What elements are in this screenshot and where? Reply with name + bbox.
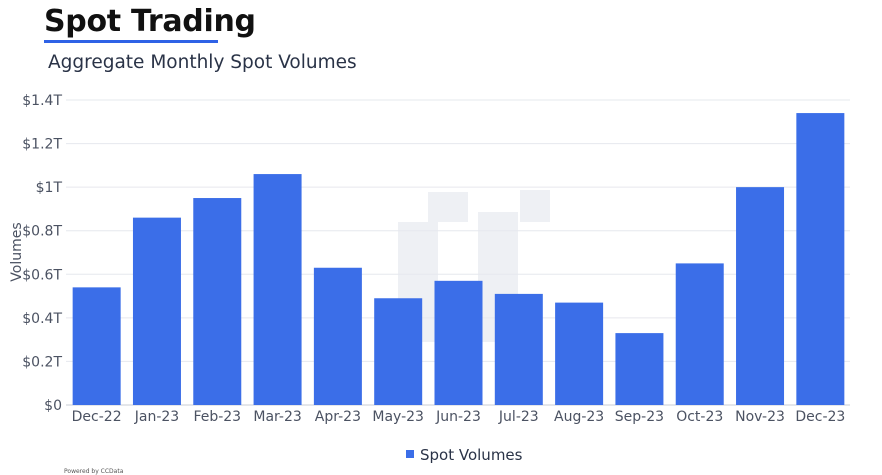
bar[interactable] bbox=[494, 293, 543, 405]
x-tick-label: Jul-23 bbox=[498, 409, 539, 425]
bar[interactable] bbox=[313, 267, 362, 405]
bar[interactable] bbox=[675, 263, 724, 405]
x-tick-label: Dec-22 bbox=[72, 409, 122, 425]
y-tick-label: $1T bbox=[36, 180, 63, 196]
title-underline bbox=[44, 40, 218, 43]
x-tick-label: Aug-23 bbox=[554, 409, 604, 425]
x-tick-label: Nov-23 bbox=[735, 409, 785, 425]
y-axis-label: Volumes bbox=[9, 222, 25, 281]
bar[interactable] bbox=[253, 174, 302, 405]
x-tick-label: Jan-23 bbox=[134, 409, 179, 425]
x-tick-label: Jun-23 bbox=[435, 409, 481, 425]
x-tick-label: Mar-23 bbox=[253, 409, 301, 425]
y-tick-label: $0.4T bbox=[22, 311, 62, 327]
bar[interactable] bbox=[374, 298, 423, 405]
x-tick-label: Apr-23 bbox=[315, 409, 361, 425]
x-tick-label: Feb-23 bbox=[193, 409, 241, 425]
bar[interactable] bbox=[796, 113, 845, 406]
watermark-block-top bbox=[428, 192, 468, 222]
x-tick-label: Sep-23 bbox=[615, 409, 664, 425]
credit-text: Powered by CCData bbox=[64, 468, 124, 475]
bar[interactable] bbox=[193, 198, 242, 405]
bar[interactable] bbox=[555, 302, 604, 405]
legend[interactable]: Spot Volumes bbox=[406, 446, 523, 464]
x-tick-label: Dec-23 bbox=[795, 409, 845, 425]
chart-subtitle: Aggregate Monthly Spot Volumes bbox=[48, 52, 357, 73]
watermark-block-corner bbox=[520, 190, 550, 222]
y-tick-label: $0.2T bbox=[22, 354, 62, 370]
y-tick-label: $1.4T bbox=[22, 93, 62, 109]
bar[interactable] bbox=[72, 287, 121, 405]
chart-brand-title: Spot Trading bbox=[44, 4, 256, 39]
y-tick-label: $0.6T bbox=[22, 267, 62, 283]
bar[interactable] bbox=[132, 217, 181, 405]
bar[interactable] bbox=[615, 333, 664, 405]
y-axis-ticks: $0 $0.2T $0.4T $0.6T $0.8T $1T $1.2T $1.4T bbox=[22, 93, 62, 414]
y-tick-label: $0 bbox=[44, 398, 62, 414]
bar[interactable] bbox=[434, 280, 483, 405]
x-tick-label: Oct-23 bbox=[676, 409, 723, 425]
legend-label[interactable]: Spot Volumes bbox=[420, 446, 523, 464]
bar-series bbox=[72, 113, 845, 406]
y-tick-label: $1.2T bbox=[22, 137, 62, 153]
x-axis-ticks: Dec-22 Jan-23 Feb-23 Mar-23 Apr-23 May-23 Jun-… bbox=[72, 409, 846, 425]
bar[interactable] bbox=[736, 187, 785, 405]
y-tick-label: $0.8T bbox=[22, 224, 62, 240]
legend-swatch bbox=[406, 450, 414, 458]
x-tick-label: May-23 bbox=[372, 409, 424, 425]
